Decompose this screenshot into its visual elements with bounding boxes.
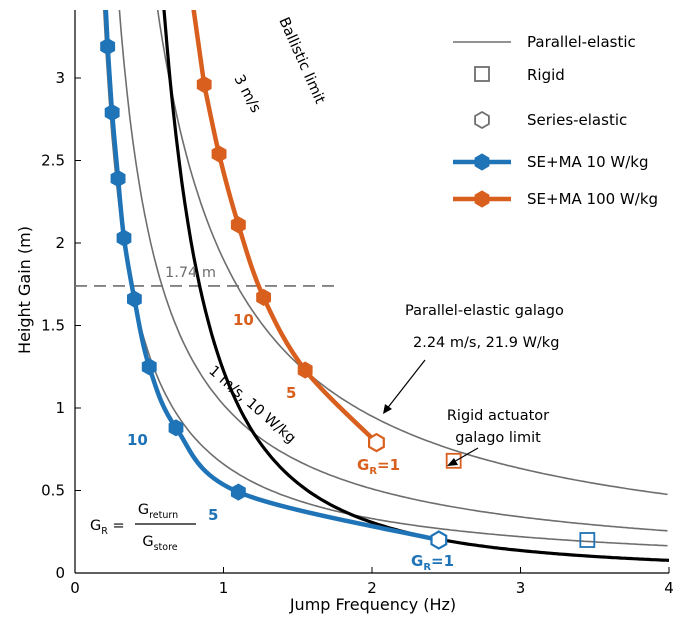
series-line: [191, 10, 379, 445]
eq-equals: =: [108, 518, 125, 534]
legend-series-elastic-label: Series-elastic: [527, 111, 627, 129]
y-tick-label: 2.5: [41, 152, 65, 170]
eq-num-g: G: [138, 502, 149, 518]
legend: Parallel-elastic Rigid Series-elastic SE…: [453, 33, 658, 208]
series-point-open: [368, 432, 385, 453]
arrow-pe-galago: [385, 359, 426, 411]
eq-lhs-sub: R: [101, 526, 108, 537]
series-layer: [100, 10, 448, 550]
eq-lhs-g: G: [90, 518, 101, 534]
annotation-pe-galago-detail: 2.24 m/s, 21.9 W/kg: [413, 335, 559, 351]
x-axis-label: Jump Frequency (Hz): [289, 595, 456, 614]
x-tick-label: 2: [367, 579, 377, 597]
blue-label-10: 10: [127, 431, 148, 449]
x-tick-label: 1: [219, 579, 229, 597]
x-tick-label: 0: [70, 579, 80, 597]
ballistic-limit-curve: [162, 10, 669, 562]
parallel-elastic-curve: [118, 10, 668, 532]
blue-gr-eq: =1: [431, 552, 454, 570]
eq-den-g: G: [142, 534, 153, 550]
y-axis-label: Height Gain (m): [15, 226, 34, 354]
orange-label-5: 5: [286, 384, 296, 402]
series-point: [211, 145, 227, 163]
y-tick-label: 3: [55, 69, 65, 87]
gain-ratio-equation: GR = Greturn Gstore: [90, 502, 196, 553]
arrowhead-rigid: [447, 458, 458, 466]
series-point: [116, 229, 132, 247]
arrowhead-pe-galago: [383, 404, 392, 414]
legend-series-elastic-swatch: [474, 110, 490, 130]
legend-se-ma-10-label: SE+MA 10 W/kg: [527, 153, 649, 171]
series-point: [256, 288, 271, 306]
orange-label-10: 10: [233, 311, 254, 329]
rigid-point: [445, 452, 462, 469]
legend-parallel-elastic-label: Parallel-elastic: [527, 33, 636, 51]
curve-label-1ms: 1 m/s, 10 W/kg: [205, 363, 298, 447]
legend-rigid-swatch: [474, 66, 490, 82]
series-point: [297, 361, 313, 379]
series-0: [100, 10, 448, 550]
blue-label-5: 5: [208, 506, 218, 524]
arrow-rigid: [451, 447, 479, 464]
equation-denominator: Gstore: [142, 534, 177, 553]
parallel-elastic-curves: [102, 10, 668, 547]
orange-gr-eq: =1: [377, 456, 400, 474]
y-tick-label: 0: [55, 564, 65, 582]
series-point: [168, 419, 184, 437]
reference-line-label: 1.74 m: [165, 265, 216, 281]
annotation-rigid-title: Rigid actuator: [447, 408, 549, 424]
parallel-elastic-curve: [102, 10, 668, 547]
series-point: [127, 290, 142, 308]
series-point: [230, 216, 246, 234]
annotation-pe-galago-title: Parallel-elastic galago: [405, 303, 564, 319]
x-ticks: 0 1 2 3 4: [70, 567, 674, 597]
y-tick-label: 0.5: [41, 482, 65, 500]
plot-area: [75, 10, 669, 562]
x-tick-label: 4: [664, 579, 674, 597]
orange-gr-sub: R: [369, 466, 377, 477]
rigid-point: [579, 532, 596, 548]
legend-se-ma-10-marker: [474, 153, 490, 171]
orange-label-gr1: GR=1: [357, 456, 400, 477]
curve-label-3ms: 3 m/s: [230, 72, 263, 115]
legend-se-ma-100-marker: [474, 190, 490, 208]
equation-numerator: Greturn: [138, 502, 178, 521]
ballistic-limit-label: Ballistic limit: [275, 15, 327, 106]
blue-gr-g: G: [411, 552, 423, 570]
parallel-elastic-curve: [156, 10, 668, 496]
series-point: [196, 76, 212, 94]
y-ticks: 0 0.5 1 1.5 2 2.5 3: [41, 69, 81, 582]
annotation-rigid-detail: galago limit: [455, 430, 541, 446]
legend-se-ma-100-label: SE+MA 100 W/kg: [527, 190, 658, 208]
blue-label-gr1: GR=1: [411, 552, 454, 573]
eq-den-sub: store: [154, 542, 178, 553]
rigid-points: [445, 452, 596, 548]
x-tick-label: 3: [516, 579, 526, 597]
legend-rigid-label: Rigid: [527, 66, 565, 84]
y-tick-label: 1: [55, 399, 65, 417]
series-1: [191, 10, 385, 453]
eq-num-sub: return: [149, 510, 178, 521]
orange-gr-g: G: [357, 456, 369, 474]
series-point: [230, 483, 246, 501]
series-point: [104, 104, 120, 122]
equation-lhs: GR =: [90, 518, 125, 537]
series-point: [141, 358, 157, 376]
blue-gr-sub: R: [423, 562, 431, 573]
series-point: [110, 170, 126, 188]
y-tick-label: 1.5: [41, 317, 65, 335]
y-tick-label: 2: [55, 234, 65, 252]
series-point-open: [430, 530, 448, 550]
series-point: [100, 38, 116, 56]
